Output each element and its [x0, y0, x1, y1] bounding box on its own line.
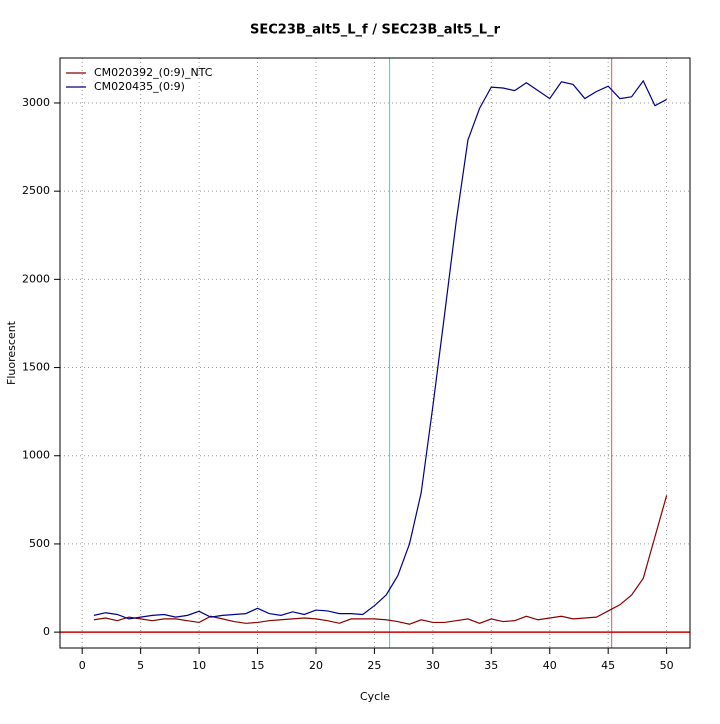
- legend-label: CM020392_(0:9)_NTC: [94, 66, 213, 79]
- x-axis-label: Cycle: [360, 690, 390, 703]
- x-tick-label: 20: [309, 659, 323, 672]
- x-tick-label: 0: [79, 659, 86, 672]
- plot-frame: [59, 57, 691, 649]
- x-tick-label: 5: [137, 659, 144, 672]
- x-tick-label: 30: [426, 659, 440, 672]
- x-tick-label: 25: [367, 659, 381, 672]
- y-tick-label: 2500: [22, 184, 50, 197]
- y-tick-label: 0: [43, 625, 50, 638]
- x-tick-label: 40: [543, 659, 557, 672]
- x-tick-label: 45: [601, 659, 615, 672]
- x-tick-label: 10: [192, 659, 206, 672]
- y-tick-label: 2000: [22, 272, 50, 285]
- x-tick-label: 15: [251, 659, 265, 672]
- x-tick-label: 35: [484, 659, 498, 672]
- y-tick-label: 1000: [22, 449, 50, 462]
- y-tick-label: 500: [29, 537, 50, 550]
- legend-label: CM020435_(0:9): [94, 80, 185, 93]
- series-line: [93, 79, 667, 620]
- y-tick-label: 3000: [22, 96, 50, 109]
- y-tick-label: 1500: [22, 361, 50, 374]
- y-axis-label: Fluorescent: [5, 320, 18, 385]
- series-line: [93, 495, 668, 625]
- x-tick-label: 50: [660, 659, 674, 672]
- chart-title: SEC23B_alt5_L_f / SEC23B_alt5_L_r: [250, 23, 501, 38]
